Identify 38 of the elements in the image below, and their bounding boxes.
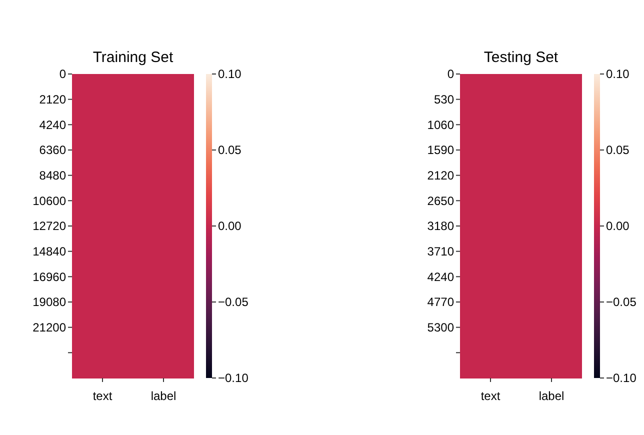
color-bar-label: 0.10 — [606, 67, 630, 82]
y-tick-label: 5300 — [427, 320, 454, 335]
y-tick-label: 3710 — [427, 244, 454, 259]
y-tick-label: 530 — [434, 92, 454, 107]
color-bar-label: 0.00 — [606, 219, 630, 234]
y-tick-label: 21200 — [32, 320, 66, 335]
color-bar-label: 0.05 — [606, 143, 630, 158]
x-tick-label: text — [480, 389, 501, 403]
y-tick-label: 8480 — [39, 168, 66, 183]
y-tick-label: 1060 — [427, 118, 454, 132]
y-tick-label: 6360 — [39, 143, 66, 158]
y-tick-label: 2650 — [427, 194, 454, 208]
y-tick-label: 16960 — [32, 270, 66, 284]
y-tick-label: 19080 — [32, 295, 66, 310]
x-tick-label: label — [150, 389, 176, 403]
y-tick-label: 10600 — [32, 194, 66, 208]
y-tick-label: 3180 — [427, 219, 454, 234]
x-tick-label: text — [92, 389, 113, 403]
color-bar-label: 0.00 — [218, 219, 242, 234]
y-tick-label: 0 — [59, 67, 66, 82]
y-tick-label: 12720 — [32, 219, 66, 234]
chart-title: Training Set — [92, 49, 174, 66]
color-bar-label: −0.05 — [218, 295, 249, 310]
color-bar-label: −0.05 — [606, 295, 637, 310]
color-bar-label: −0.10 — [606, 371, 637, 386]
y-tick-label: 4240 — [39, 118, 66, 132]
y-tick-label: 1590 — [427, 143, 454, 158]
y-tick-label: 2120 — [427, 168, 454, 183]
x-tick-label: label — [538, 389, 564, 403]
y-tick-label: 0 — [447, 67, 454, 82]
color-bar-label: 0.10 — [218, 67, 242, 82]
y-tick-label: 4770 — [427, 295, 454, 310]
y-tick-label: 4240 — [427, 270, 454, 284]
y-tick-label: 14840 — [32, 244, 66, 259]
color-bar-label: 0.05 — [218, 143, 242, 158]
color-bar-label: −0.10 — [218, 371, 249, 386]
chart-title: Testing Set — [484, 49, 559, 66]
y-tick-label: 2120 — [39, 92, 66, 107]
